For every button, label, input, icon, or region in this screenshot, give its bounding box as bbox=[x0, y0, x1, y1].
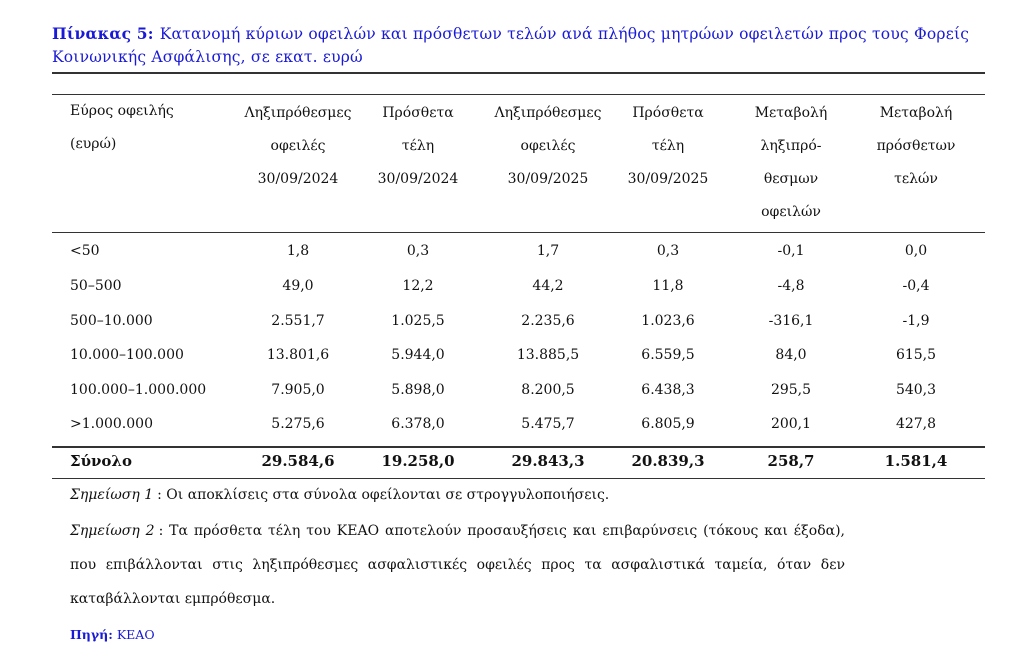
table-cell: 200,1 bbox=[770, 416, 812, 432]
source-text: ΚΕΑΟ bbox=[116, 627, 155, 642]
note-label: Σημείωση 1 bbox=[70, 487, 154, 503]
source: Πηγή: ΚΕΑΟ bbox=[70, 627, 155, 642]
column-header: Εύρος οφειλής bbox=[70, 103, 174, 119]
header-rule bbox=[52, 232, 985, 233]
source-label: Πηγή: bbox=[70, 627, 113, 642]
table-cell: 5.944,0 bbox=[391, 347, 445, 363]
table-cell: 0,3 bbox=[406, 243, 430, 259]
column-header: πρόσθετων bbox=[876, 138, 956, 154]
table-cell: 615,5 bbox=[895, 347, 937, 363]
table-cell: 427,8 bbox=[895, 416, 937, 432]
column-header: τέλη bbox=[651, 138, 685, 154]
table-cell: 540,3 bbox=[895, 382, 937, 398]
table-cell: 6.438,3 bbox=[641, 382, 695, 398]
total-label: Σύνολο bbox=[70, 452, 132, 470]
table-cell: -316,1 bbox=[768, 313, 814, 329]
table-cell: -4,8 bbox=[777, 278, 805, 294]
column-header: (ευρώ) bbox=[70, 136, 117, 152]
column-header: Μεταβολή bbox=[754, 105, 828, 121]
column-header: οφειλών bbox=[761, 204, 821, 220]
caption-text: Κατανομή κύριων οφειλών και πρόσθετων τε… bbox=[52, 25, 970, 66]
column-header: Ληξιπρόθεσμες bbox=[244, 105, 352, 121]
table-cell: -0,4 bbox=[902, 278, 930, 294]
caption-rule bbox=[52, 72, 985, 74]
table-cell: 13.801,6 bbox=[266, 347, 330, 363]
table-cell: 84,0 bbox=[775, 347, 807, 363]
column-header: οφειλές bbox=[270, 138, 326, 154]
note-text: : Τα πρόσθετα τέλη του ΚΕΑΟ αποτελούν πρ… bbox=[70, 523, 845, 607]
note-text: : Οι αποκλίσεις στα σύνολα οφείλονται σε… bbox=[157, 487, 610, 503]
column-header: Μεταβολή bbox=[879, 105, 953, 121]
table-cell: 5.275,6 bbox=[271, 416, 325, 432]
table-cell: 49,0 bbox=[282, 278, 314, 294]
column-header: θεσμων bbox=[763, 171, 819, 187]
total-cell: 29.843,3 bbox=[511, 452, 585, 470]
table-cell: 1,7 bbox=[536, 243, 560, 259]
total-cell: 1.581,4 bbox=[884, 452, 948, 470]
column-header: 30/09/2024 bbox=[377, 171, 459, 187]
table-cell: 1.025,5 bbox=[391, 313, 445, 329]
table-cell: 7.905,0 bbox=[271, 382, 325, 398]
note-label: Σημείωση 2 bbox=[70, 523, 155, 539]
column-header: Ληξιπρόθεσμες bbox=[494, 105, 602, 121]
note-1: Σημείωση 1: Οι αποκλίσεις στα σύνολα οφε… bbox=[70, 478, 845, 512]
table-cell: 0,3 bbox=[656, 243, 680, 259]
row-label: 50–500 bbox=[70, 278, 122, 294]
table-bottom-rule bbox=[52, 478, 985, 479]
total-cell: 19.258,0 bbox=[381, 452, 455, 470]
column-header: Πρόσθετα bbox=[382, 105, 454, 121]
table-cell: 2.551,7 bbox=[271, 313, 325, 329]
table-caption: Πίνακας 5: Κατανομή κύριων οφειλών και πρ… bbox=[52, 22, 987, 69]
total-cell: 29.584,6 bbox=[261, 452, 335, 470]
column-header: οφειλές bbox=[520, 138, 576, 154]
table-cell: 5.475,7 bbox=[521, 416, 575, 432]
table-cell: 0,0 bbox=[904, 243, 928, 259]
column-header: τέλη bbox=[401, 138, 435, 154]
row-label: <50 bbox=[70, 243, 100, 259]
table-cell: 6.805,9 bbox=[641, 416, 695, 432]
column-header: 30/09/2025 bbox=[627, 171, 709, 187]
table-top-rule bbox=[52, 94, 985, 95]
table-cell: 1.023,6 bbox=[641, 313, 695, 329]
table-cell: 6.559,5 bbox=[641, 347, 695, 363]
column-header: ληξιπρό- bbox=[760, 138, 822, 154]
table-cell: 2.235,6 bbox=[521, 313, 575, 329]
table-cell: 5.898,0 bbox=[391, 382, 445, 398]
column-header: τελών bbox=[894, 171, 938, 187]
column-header: Πρόσθετα bbox=[632, 105, 704, 121]
total-cell: 258,7 bbox=[767, 452, 815, 470]
table-cell: -0,1 bbox=[777, 243, 805, 259]
row-label: >1.000.000 bbox=[70, 416, 153, 432]
caption-label: Πίνακας 5: bbox=[52, 24, 154, 43]
column-header: 30/09/2024 bbox=[257, 171, 339, 187]
row-label: 100.000–1.000.000 bbox=[70, 382, 207, 398]
total-cell: 20.839,3 bbox=[631, 452, 705, 470]
table-cell: 295,5 bbox=[770, 382, 812, 398]
table-cell: -1,9 bbox=[902, 313, 930, 329]
note-2: Σημείωση 2: Τα πρόσθετα τέλη του ΚΕΑΟ απ… bbox=[70, 514, 845, 616]
table-cell: 1,8 bbox=[286, 243, 310, 259]
table-cell: 12,2 bbox=[402, 278, 434, 294]
total-rule bbox=[52, 446, 985, 448]
row-label: 10.000–100.000 bbox=[70, 347, 184, 363]
table-cell: 6.378,0 bbox=[391, 416, 445, 432]
table-cell: 8.200,5 bbox=[521, 382, 575, 398]
column-header: 30/09/2025 bbox=[507, 171, 589, 187]
table-cell: 13.885,5 bbox=[516, 347, 580, 363]
row-label: 500–10.000 bbox=[70, 313, 153, 329]
table-cell: 11,8 bbox=[652, 278, 684, 294]
table-cell: 44,2 bbox=[532, 278, 564, 294]
